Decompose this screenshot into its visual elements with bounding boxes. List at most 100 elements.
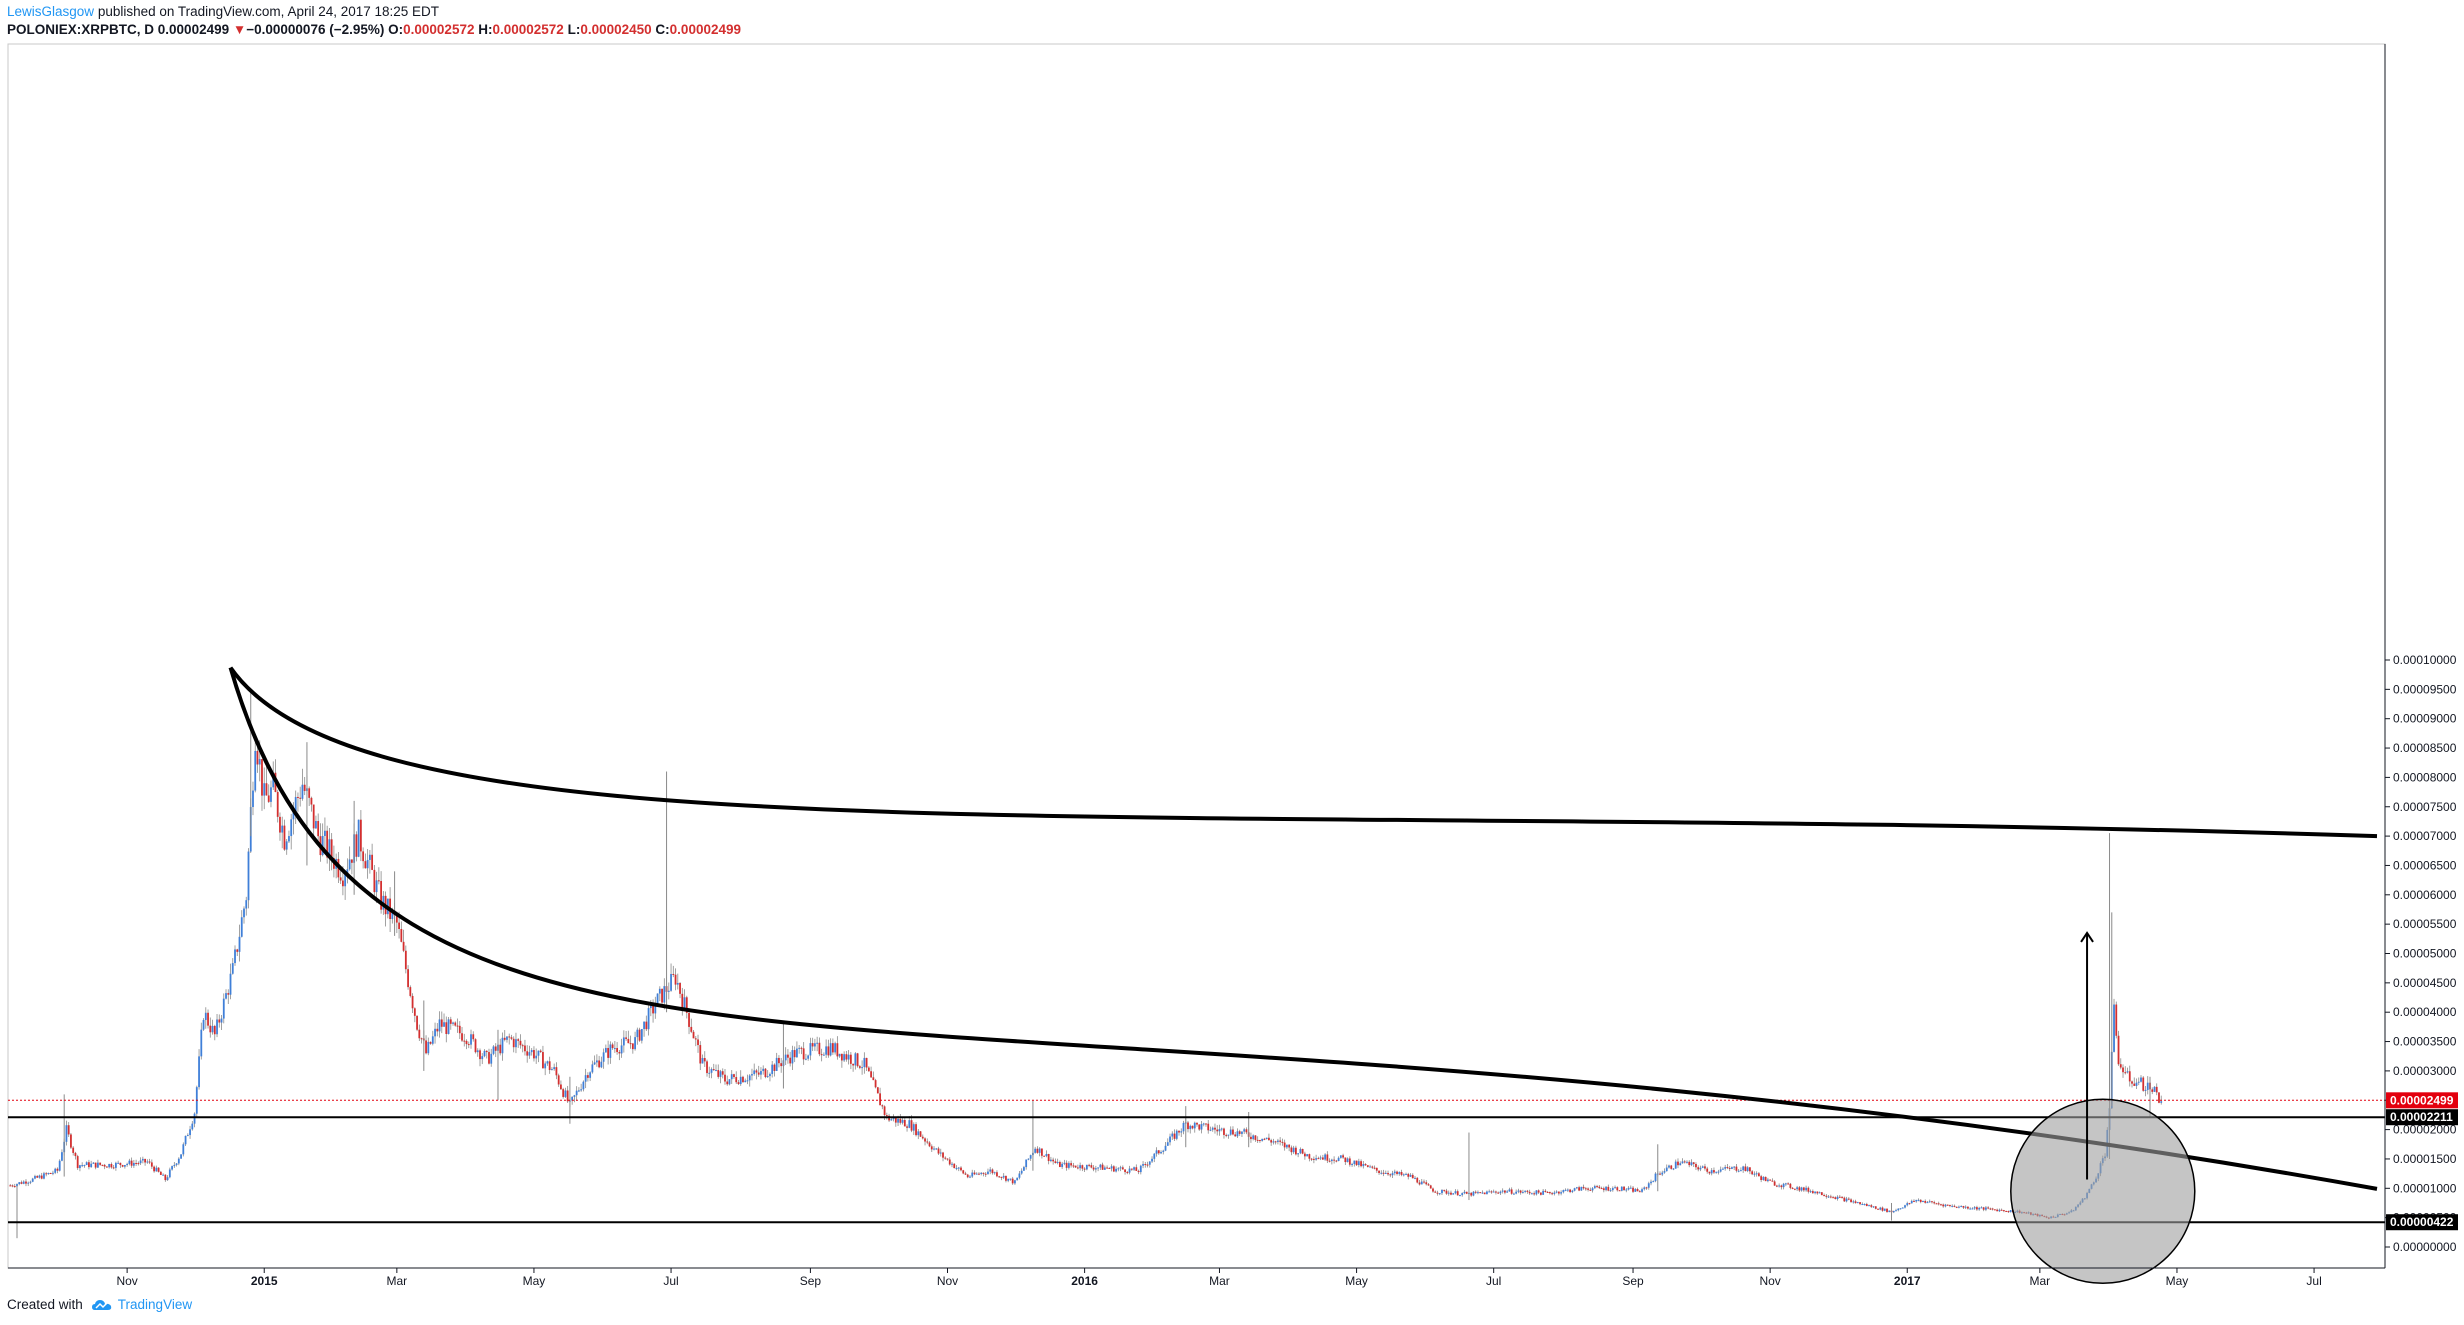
candle-body <box>1387 1172 1389 1175</box>
candle-body <box>1277 1140 1279 1142</box>
candle-body <box>1121 1167 1124 1170</box>
candle-body <box>398 922 400 929</box>
candle-body <box>236 949 239 952</box>
candle-body <box>2158 1092 2160 1103</box>
candle-body <box>766 1076 769 1078</box>
candle-body <box>1580 1186 1583 1191</box>
candle-body <box>1915 1199 1918 1202</box>
candle-body <box>231 963 234 974</box>
candle-body <box>79 1165 81 1169</box>
candle-body <box>667 990 670 992</box>
candle-body <box>1153 1153 1156 1159</box>
candle-body <box>1182 1122 1185 1132</box>
candle-body <box>1638 1191 1641 1193</box>
candle-body <box>490 1053 493 1064</box>
candle-body <box>1933 1202 1936 1204</box>
candle-body <box>1892 1210 1895 1213</box>
candle-body <box>1036 1148 1039 1153</box>
line-price-badge-bg <box>2386 1109 2458 1126</box>
candle-body <box>854 1053 857 1066</box>
price-tick-label: 0.00003500 <box>2393 1035 2457 1049</box>
candle-body <box>820 1054 823 1056</box>
candle-body <box>998 1176 1001 1178</box>
candle-body <box>1133 1167 1135 1170</box>
candle-body <box>557 1075 560 1085</box>
candle-body <box>1881 1207 1884 1211</box>
candle-body <box>1647 1183 1650 1188</box>
candle-body <box>1697 1167 1700 1170</box>
price-tick-label: 0.00002000 <box>2393 1123 2457 1137</box>
candle-body <box>1751 1171 1754 1175</box>
author-link[interactable]: LewisGlasgow <box>7 4 95 19</box>
candle-body <box>1353 1160 1356 1165</box>
time-tick-label: Mar <box>1209 1274 1230 1288</box>
candle-body <box>935 1148 938 1150</box>
candle-body <box>326 830 329 858</box>
candle-body <box>1288 1144 1291 1148</box>
candle-body <box>166 1177 169 1181</box>
candle-body <box>121 1165 124 1167</box>
candle-body <box>1679 1163 1682 1166</box>
candle-body <box>1025 1159 1028 1168</box>
tradingview-link[interactable]: TradingView <box>91 1297 192 1312</box>
candle-body <box>834 1043 837 1053</box>
candle-body <box>562 1089 565 1097</box>
candle-body <box>443 1022 445 1027</box>
candle-body <box>341 880 344 887</box>
candle-body <box>1438 1193 1441 1195</box>
highlight-circle[interactable] <box>2010 1098 2196 1284</box>
candle-body <box>2128 1071 2131 1082</box>
candle-body <box>890 1119 893 1121</box>
time-axis[interactable]: Nov 2015 Mar May Jul Sep Nov 2016 Mar May Jul Sep No… <box>8 1267 2385 1288</box>
candle-body <box>1926 1202 1929 1204</box>
candle-body <box>1962 1206 1965 1208</box>
candle-body <box>939 1152 942 1154</box>
candle-body <box>1791 1187 1794 1189</box>
candle-body <box>780 1063 783 1067</box>
open-label: O: <box>388 22 404 37</box>
candle-body <box>276 792 279 817</box>
candle-body <box>270 787 272 802</box>
candle-body <box>1263 1138 1266 1140</box>
candle-body <box>36 1176 39 1178</box>
candle-body <box>1384 1172 1387 1174</box>
candle-body <box>951 1163 953 1165</box>
candle-body <box>1800 1187 1803 1191</box>
candle-body <box>1814 1191 1816 1194</box>
candle-body <box>1391 1173 1394 1176</box>
candle-body <box>721 1071 724 1075</box>
upper-arc-line[interactable] <box>228 666 2378 839</box>
candle-body <box>1528 1191 1531 1194</box>
candle-body <box>1169 1136 1171 1143</box>
candle-body <box>348 859 351 870</box>
candle-body <box>1566 1189 1569 1191</box>
price-axis[interactable]: 0.00010000 0.00009500 0.00009000 0.00008500… <box>2384 44 2458 1268</box>
time-tick-label: 2016 <box>1071 1274 1098 1288</box>
candle-body <box>622 1037 625 1046</box>
candle-body <box>1407 1173 1410 1177</box>
candle-body <box>737 1082 740 1085</box>
price-tick-label: 0.00009000 <box>2393 712 2457 726</box>
candle-body <box>76 1156 79 1169</box>
candle-body <box>942 1152 944 1158</box>
candle-body <box>1027 1158 1030 1160</box>
candle-body <box>357 819 360 857</box>
candle-body <box>1265 1137 1268 1140</box>
high-value: 0.00002572 <box>492 22 564 37</box>
candle-body <box>874 1080 877 1088</box>
candle-body <box>1157 1150 1160 1154</box>
candle-body <box>1049 1159 1052 1162</box>
candle-body <box>1672 1168 1675 1170</box>
candle-body <box>1400 1172 1403 1175</box>
candle-body <box>546 1061 549 1064</box>
candle-body <box>1445 1190 1448 1194</box>
candle-body <box>1272 1141 1275 1143</box>
candle-body <box>404 950 407 970</box>
candle-body <box>1173 1133 1176 1139</box>
lower-arc-line[interactable] <box>228 667 2378 1191</box>
candle-body <box>1398 1172 1401 1174</box>
candle-body <box>267 795 270 802</box>
candle-body <box>1041 1148 1043 1156</box>
candle-body <box>625 1037 627 1039</box>
